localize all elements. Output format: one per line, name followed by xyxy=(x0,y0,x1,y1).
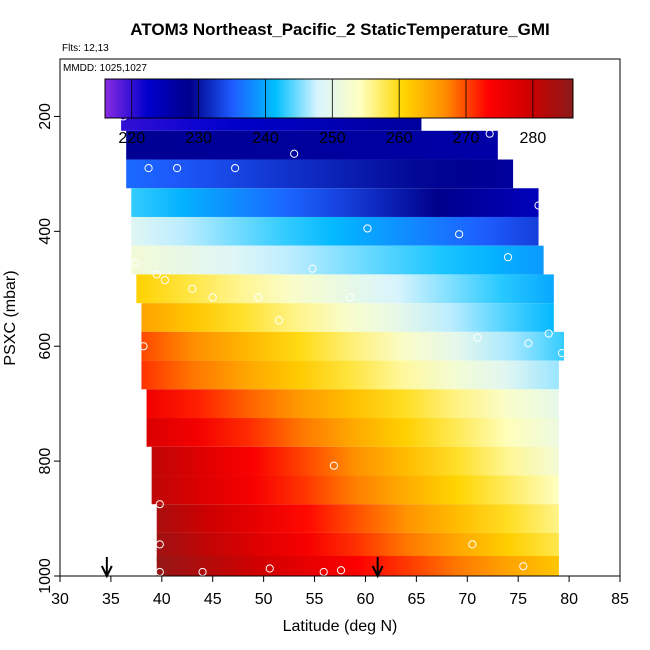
sample-point xyxy=(544,329,553,338)
heatmap-band xyxy=(131,188,539,217)
colorbar: 220 230 240 250 260 270 280 xyxy=(104,78,574,147)
sample-point xyxy=(336,566,346,575)
sample-point xyxy=(557,349,567,358)
heatmap-band xyxy=(141,303,554,332)
colorbar-tick-label: 260 xyxy=(386,130,413,147)
sample-point xyxy=(290,149,299,158)
heatmap-band xyxy=(131,216,539,246)
x-tick-label: 65 xyxy=(407,591,425,608)
heatmap-band xyxy=(156,555,559,576)
heatmap-band xyxy=(136,274,554,304)
y-tick-label: 400 xyxy=(37,218,54,245)
x-tick-label: 55 xyxy=(306,591,324,608)
sample-point xyxy=(473,333,482,342)
y-tick-label: 200 xyxy=(37,103,54,130)
y-tick-label: 1000 xyxy=(37,558,54,594)
sample-point xyxy=(131,258,140,268)
sample-point xyxy=(524,339,533,348)
sample-point xyxy=(155,540,164,549)
plot-frame xyxy=(59,58,621,577)
sample-point xyxy=(144,164,153,173)
heatmap-band xyxy=(131,245,544,275)
heatmap-band xyxy=(126,130,498,160)
colorbar-fill xyxy=(104,78,574,119)
x-tick-label: 85 xyxy=(611,591,629,608)
sample-point xyxy=(455,230,464,239)
sample-point xyxy=(485,129,494,138)
sample-point xyxy=(188,284,197,293)
dates-label: MMDD: 1025,1027 xyxy=(63,63,147,74)
heatmap-band xyxy=(146,389,559,419)
heatmap-bands xyxy=(121,102,565,576)
x-tick-label: 50 xyxy=(255,591,273,608)
heatmap-band xyxy=(141,360,559,390)
sample-point xyxy=(172,164,182,173)
x-tick-label: 70 xyxy=(458,591,476,608)
sample-point xyxy=(534,201,543,210)
sample-point xyxy=(155,500,164,509)
sample-point xyxy=(308,264,317,273)
y-tick-label: 600 xyxy=(37,333,54,360)
sample-point xyxy=(208,293,217,302)
colorbar-tick-label: 220 xyxy=(118,130,145,147)
colorbar-tick-label: 240 xyxy=(252,130,279,147)
chart-title: ATOM3 Northeast_Pacific_2 StaticTemperat… xyxy=(130,20,549,39)
heatmap-band xyxy=(141,331,565,361)
sample-point xyxy=(519,562,528,571)
sample-points xyxy=(119,103,567,577)
sample-point xyxy=(329,461,338,470)
heatmap-band xyxy=(156,504,559,533)
x-axis-label: Latitude (deg N) xyxy=(283,618,398,635)
y-axis-label: PSXC (mbar) xyxy=(2,270,19,365)
heatmap-band xyxy=(126,159,514,189)
sample-point xyxy=(139,342,148,351)
sample-point xyxy=(503,253,513,262)
heatmap-band xyxy=(151,475,559,505)
y-axis: 200 400 600 800 1000 xyxy=(37,103,60,594)
flights-label: Flts: 12,13 xyxy=(62,43,109,54)
sample-point xyxy=(231,164,240,173)
sample-point xyxy=(363,224,372,233)
x-tick-label: 35 xyxy=(102,591,120,608)
x-axis: 30 35 40 45 50 55 60 65 70 75 80 85 xyxy=(51,576,629,608)
x-tick-label: 45 xyxy=(204,591,222,608)
colorbar-ticks: 220 230 240 250 260 270 280 xyxy=(118,79,546,147)
heatmap-band xyxy=(146,418,559,447)
x-tick-label: 80 xyxy=(560,591,578,608)
x-tick-label: 30 xyxy=(51,591,69,608)
sample-point xyxy=(468,540,477,549)
flight-arrow xyxy=(100,557,113,579)
colorbar-tick-label: 270 xyxy=(453,130,480,147)
sample-point xyxy=(160,276,169,285)
colorbar-tick-label: 280 xyxy=(520,130,547,147)
x-tick-label: 75 xyxy=(509,591,527,608)
y-tick-label: 800 xyxy=(37,448,54,475)
x-tick-label: 60 xyxy=(357,591,375,608)
sample-point xyxy=(346,293,355,302)
sample-point xyxy=(265,564,274,573)
sample-point xyxy=(152,270,161,279)
sample-point xyxy=(274,316,284,325)
colorbar-tick-label: 250 xyxy=(319,130,346,147)
x-tick-label: 40 xyxy=(153,591,171,608)
sample-point xyxy=(254,293,263,302)
heatmap-band xyxy=(151,446,559,476)
colorbar-tick-label: 230 xyxy=(185,130,212,147)
